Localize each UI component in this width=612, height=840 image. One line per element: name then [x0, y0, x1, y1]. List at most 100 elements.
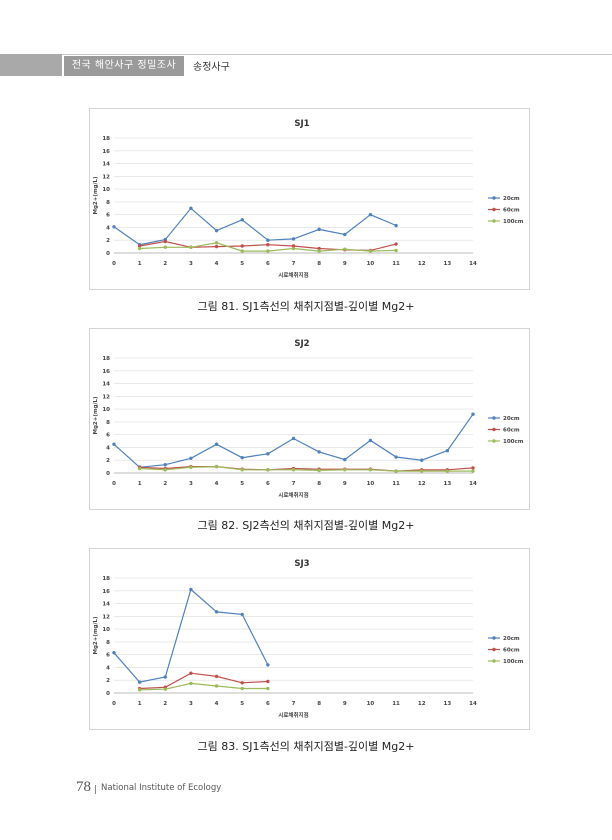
legend-marker-20cm [492, 636, 496, 640]
x-tick-label: 11 [392, 261, 400, 267]
data-point-20cm [214, 442, 219, 446]
y-tick-label: 4 [106, 665, 110, 671]
data-point-60cm [317, 246, 321, 251]
x-tick-label: 13 [444, 701, 452, 707]
data-point-20cm [266, 238, 270, 242]
data-point-100cm [163, 245, 167, 249]
data-point-20cm [420, 458, 424, 462]
header-tab: 전국 해안사구 정밀조사 [64, 56, 184, 76]
x-axis-label: 시료채취지점 [278, 711, 308, 719]
x-tick-label: 5 [240, 261, 244, 267]
figure-caption-2: 그림 82. SJ2측선의 채취지점별-깊이별 Mg2+ [197, 519, 415, 532]
legend-marker-20cm [492, 416, 496, 420]
data-point-100cm [394, 469, 398, 473]
data-point-100cm [266, 249, 270, 253]
y-tick-label: 18 [102, 576, 110, 582]
x-tick-label: 7 [292, 261, 296, 267]
data-point-20cm [240, 218, 244, 222]
legend-label: 60cm [503, 208, 520, 214]
x-tick-label: 3 [189, 481, 193, 487]
data-point-20cm [112, 651, 116, 655]
x-tick-label: 3 [189, 261, 193, 267]
x-tick-label: 4 [215, 481, 219, 487]
data-point-100cm [368, 249, 373, 253]
x-tick-label: 12 [418, 701, 426, 707]
x-tick-label: 6 [266, 261, 270, 267]
x-tick-label: 11 [392, 481, 400, 487]
data-point-20cm [189, 456, 193, 461]
x-tick-label: 5 [240, 481, 244, 487]
data-point-100cm [240, 249, 244, 253]
data-point-20cm [368, 212, 373, 217]
legend-label: 20cm [503, 636, 520, 642]
x-tick-label: 0 [112, 261, 116, 267]
chart-panel-3: SJ3 0 2 4 6 8 10 12 14 16 18 0 1 2 3 4 5 6 7 8 9 10 11 12 13 14 시료… [89, 548, 530, 730]
data-point-20cm [266, 663, 270, 667]
y-tick-label: 10 [102, 627, 110, 633]
figure-caption-3: 그림 83. SJ1측선의 채취지점별-깊이별 Mg2+ [197, 740, 415, 753]
data-point-100cm [189, 465, 193, 469]
data-point-100cm [214, 464, 219, 469]
data-point-100cm [368, 468, 373, 472]
series-line-100cm [139, 465, 473, 472]
data-point-100cm [214, 684, 219, 688]
data-point-20cm [368, 438, 373, 443]
x-axis-label: 시료채취지점 [278, 491, 308, 499]
data-point-20cm [163, 675, 167, 679]
data-point-20cm [214, 228, 219, 233]
legend-marker-60cm [492, 647, 496, 652]
chart-title: SJ3 [294, 559, 309, 569]
y-tick-label: 12 [102, 614, 110, 620]
legend-label: 60cm [503, 428, 520, 434]
y-axis-label: Mg2+(mg/L) [93, 616, 99, 655]
data-point-20cm [317, 450, 321, 454]
legend-marker-100cm [492, 439, 496, 443]
x-tick-label: 1 [138, 481, 142, 487]
y-tick-label: 18 [102, 136, 110, 142]
x-tick-label: 7 [292, 701, 296, 707]
data-point-60cm [214, 674, 219, 679]
y-tick-label: 14 [102, 602, 110, 608]
y-tick-label: 6 [106, 433, 110, 439]
figure-caption-1: 그림 81. SJ1측선의 채취지점별-깊이별 Mg2+ [197, 300, 415, 313]
x-tick-label: 4 [215, 701, 219, 707]
data-point-20cm [112, 225, 116, 229]
x-tick-label: 2 [163, 481, 167, 487]
x-tick-label: 9 [343, 701, 347, 707]
footer-divider [95, 785, 96, 794]
x-tick-label: 0 [112, 701, 116, 707]
data-point-60cm [240, 681, 244, 685]
x-tick-label: 9 [343, 261, 347, 267]
y-tick-label: 10 [102, 407, 110, 413]
data-point-60cm [189, 671, 193, 675]
header-accent-block [0, 54, 62, 76]
y-tick-label: 4 [106, 445, 110, 451]
x-tick-label: 8 [317, 701, 321, 707]
x-tick-label: 1 [138, 261, 142, 267]
x-tick-label: 8 [317, 481, 321, 487]
data-point-100cm [471, 469, 475, 473]
x-tick-label: 4 [215, 261, 219, 267]
y-tick-label: 2 [106, 458, 110, 464]
x-tick-label: 14 [469, 701, 477, 707]
x-tick-label: 13 [444, 481, 452, 487]
data-point-20cm [343, 457, 347, 462]
data-point-100cm [317, 249, 321, 253]
x-tick-label: 5 [240, 701, 244, 707]
y-tick-label: 0 [106, 471, 110, 477]
data-point-100cm [214, 241, 219, 245]
y-tick-label: 14 [102, 382, 110, 388]
x-tick-label: 2 [163, 261, 167, 267]
data-point-100cm [163, 468, 167, 472]
data-point-20cm [240, 455, 244, 460]
y-tick-label: 2 [106, 238, 110, 244]
y-tick-label: 8 [106, 200, 110, 206]
data-point-20cm [394, 455, 398, 459]
data-point-20cm [189, 206, 193, 210]
data-point-100cm [343, 247, 347, 251]
x-tick-label: 10 [367, 261, 375, 267]
legend-label: 100cm [503, 659, 524, 665]
